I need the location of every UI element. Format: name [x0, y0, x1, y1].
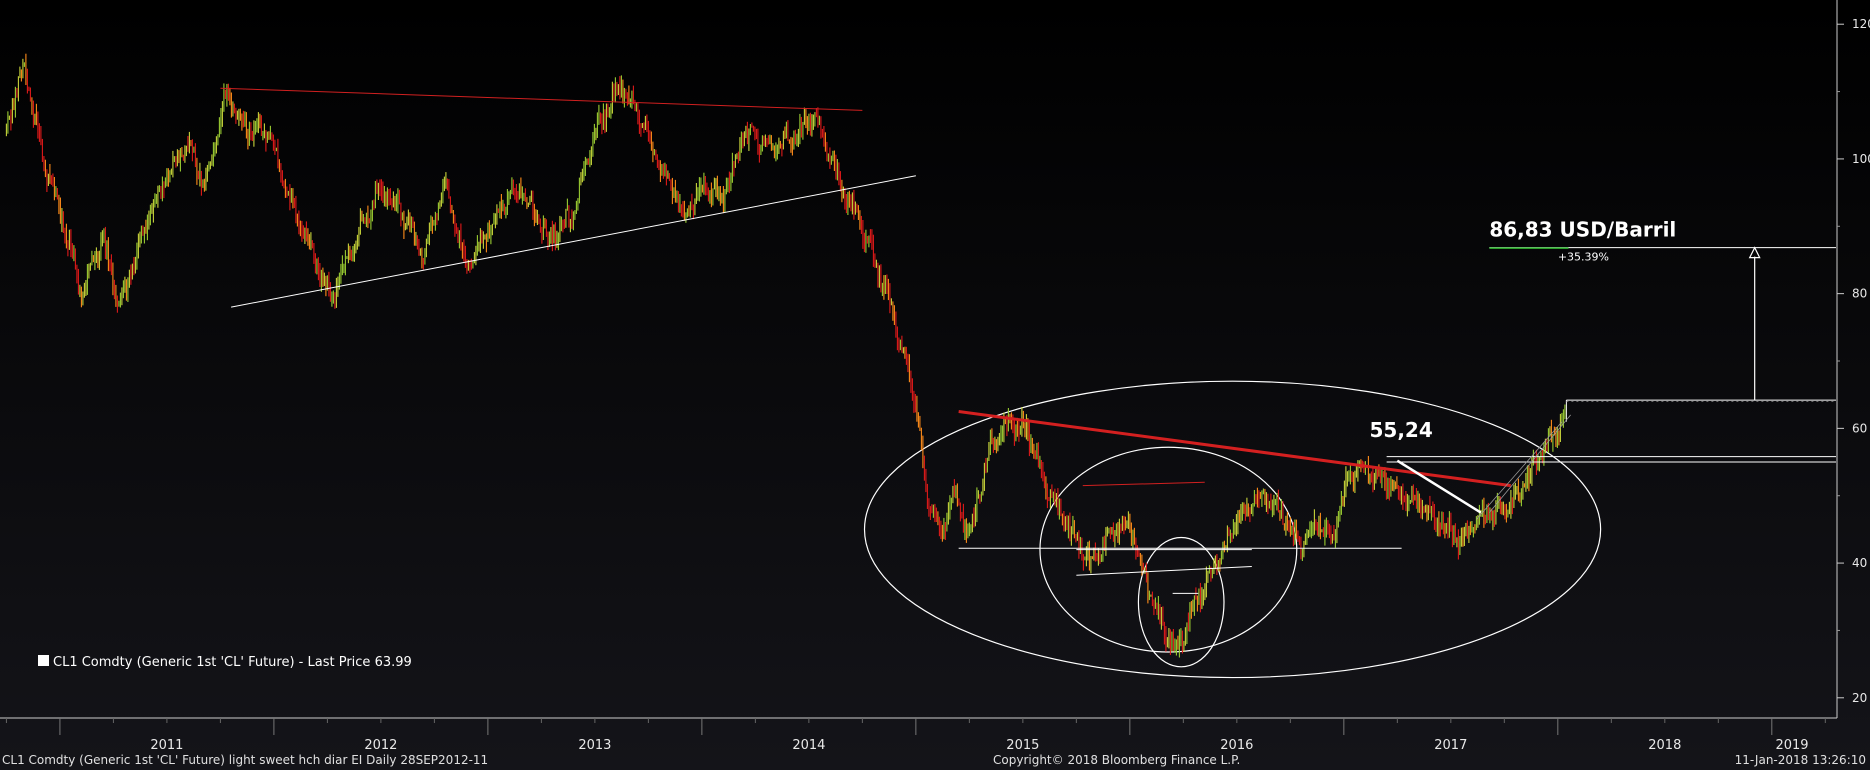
legend-label: CL1 Comdty (Generic 1st 'CL' Future) - L… [53, 655, 412, 670]
x-tick-label: 2013 [578, 738, 611, 753]
x-tick-label: 2014 [792, 738, 825, 753]
x-tick-label: 2015 [1006, 738, 1039, 753]
x-tick-label: 2011 [150, 738, 183, 753]
channel-line [1476, 421, 1563, 520]
y-tick-label: 20 [1852, 691, 1867, 705]
y-tick-label: 120 [1852, 17, 1870, 31]
annotation-layer: 86,83 USD/Barril +35.39% 55,24 [220, 87, 1836, 594]
annotation-pct: +35.39% [1558, 251, 1609, 264]
legend: CL1 Comdty (Generic 1st 'CL' Future) - L… [38, 655, 412, 670]
y-tick-label: 80 [1852, 287, 1867, 301]
overlay-layer [863, 380, 1602, 679]
annotation-label: 86,83 USD/Barril [1489, 217, 1676, 241]
channel-line [1489, 414, 1571, 513]
y-tick-label: 60 [1852, 421, 1867, 435]
trendline [1076, 565, 1252, 576]
footer-timestamp: 11-Jan-2018 13:26:10 [1735, 753, 1866, 767]
legend-swatch [38, 655, 49, 666]
x-tick-label: 2019 [1775, 738, 1808, 753]
target-arrow-head [1748, 246, 1761, 259]
footer-description: CL1 Comdty (Generic 1st 'CL' Future) lig… [2, 753, 488, 767]
pattern-ellipse [1039, 446, 1298, 653]
axes-layer: 20 40 60 80 100 120 2011 2012 2013 2014 2015 2016 20… [0, 0, 1870, 753]
footer-copyright: Copyright© 2018 Bloomberg Finance L.P. [993, 753, 1240, 767]
y-tick-label: 100 [1852, 152, 1870, 166]
footer: CL1 Comdty (Generic 1st 'CL' Future) lig… [2, 753, 1866, 767]
trendline [231, 175, 916, 308]
x-tick-label: 2012 [364, 738, 397, 753]
y-tick-label: 40 [1852, 556, 1867, 570]
candles-layer [5, 53, 1566, 658]
x-tick-label: 2017 [1434, 738, 1467, 753]
annotation-label: 55,24 [1370, 418, 1433, 442]
x-tick-label: 2016 [1220, 738, 1253, 753]
trendline [220, 87, 863, 111]
pattern-ellipse [1137, 536, 1225, 668]
trendline [1082, 481, 1205, 487]
pattern-ellipse [863, 380, 1602, 679]
x-tick-label: 2018 [1648, 738, 1681, 753]
trendline [1396, 459, 1482, 514]
